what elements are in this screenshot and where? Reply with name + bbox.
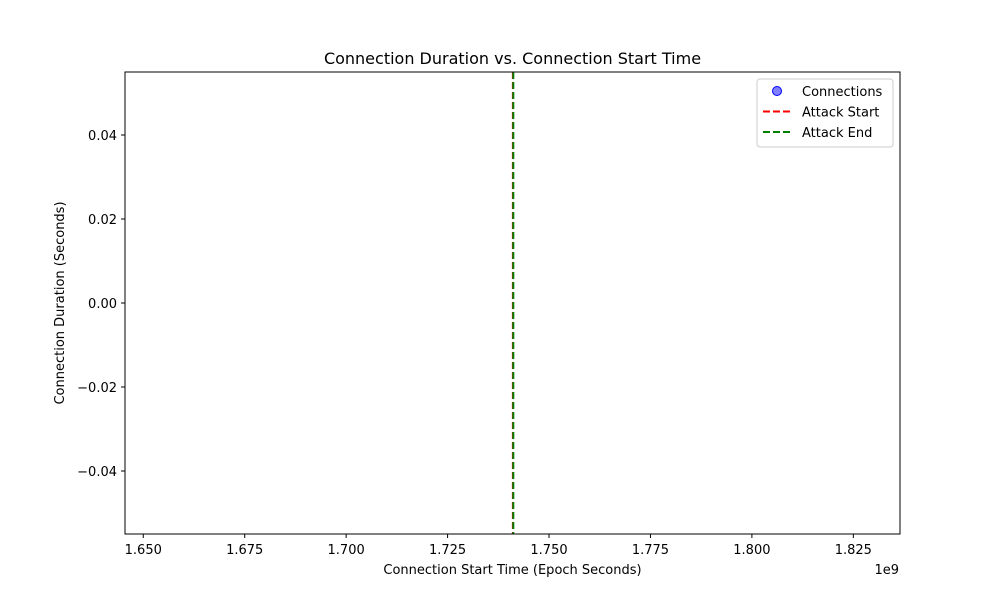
legend-marker-connections <box>772 86 782 96</box>
y-tick-label: 0.04 <box>88 129 117 144</box>
x-tick-label: 1.800 <box>733 543 770 558</box>
x-axis-offset-label: 1e9 <box>874 563 899 578</box>
y-axis-label: Connection Duration (Seconds) <box>53 201 68 404</box>
x-tick-label: 1.675 <box>226 543 263 558</box>
y-tick-label: 0.02 <box>88 213 117 228</box>
x-axis: 1.650 1.675 1.700 1.725 1.750 1.775 1.800 1.825 <box>125 534 872 558</box>
x-axis-label: Connection Start Time (Epoch Seconds) <box>383 563 641 578</box>
y-axis: 0.04 0.02 0.00 −0.02 −0.04 <box>77 129 125 480</box>
y-tick-label: −0.02 <box>77 381 117 396</box>
legend-box <box>756 78 894 148</box>
x-tick-label: 1.650 <box>125 543 162 558</box>
x-tick-label: 1.750 <box>530 543 567 558</box>
x-tick-label: 1.775 <box>632 543 669 558</box>
x-tick-label: 1.825 <box>835 543 872 558</box>
chart-title: Connection Duration vs. Connection Start… <box>324 49 701 68</box>
y-tick-label: −0.04 <box>77 465 117 480</box>
x-tick-label: 1.725 <box>429 543 466 558</box>
legend-label: Attack End <box>802 126 872 141</box>
y-tick-label: 0.00 <box>88 297 117 312</box>
legend-label: Connections <box>802 85 883 100</box>
x-tick-label: 1.700 <box>328 543 365 558</box>
legend-label: Attack Start <box>802 106 879 121</box>
legend: Connections Attack Start Attack End <box>756 78 894 148</box>
